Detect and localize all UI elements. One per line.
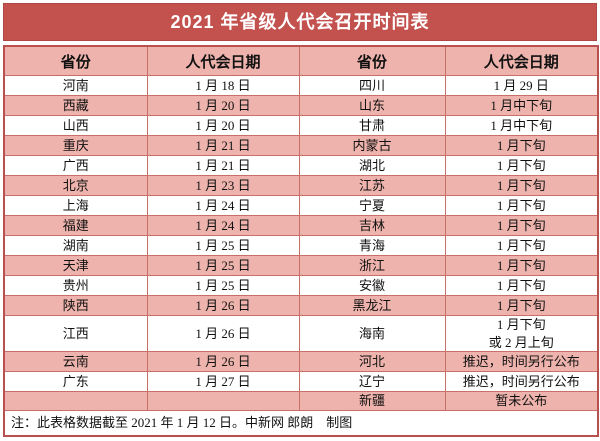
date-cell: 1 月下旬 (444, 175, 599, 196)
date-cell (146, 391, 300, 411)
date-cell: 1 月下旬 (444, 275, 599, 296)
table-footer: 注：此表格数据截至 2021 年 1 月 12 日。中新网 郎朗 制图 (3, 409, 599, 437)
province-cell: 江西 (3, 314, 148, 353)
province-cell: 广西 (3, 155, 148, 176)
footnote-row: 注：此表格数据截至 2021 年 1 月 12 日。中新网 郎朗 制图 (3, 409, 599, 437)
date-cell: 1 月 26 日 (146, 351, 300, 373)
date-cell: 推迟，时间另行公布 (444, 371, 599, 393)
province-cell: 重庆 (3, 135, 148, 156)
province-cell: 河北 (298, 351, 446, 373)
column-header-province-right: 省份 (298, 45, 446, 76)
date-cell: 1 月 18 日 (146, 75, 300, 96)
table-row: 云南 1 月 26 日河北 推迟，时间另行公布 (3, 351, 599, 373)
table-row: 重庆 1 月 21 日内蒙古 1 月下旬 (3, 135, 599, 156)
province-cell: 陕西 (3, 295, 148, 316)
table-row: 西藏 1 月 20 日山东 1 月中下旬 (3, 95, 599, 116)
province-cell: 云南 (3, 351, 148, 373)
footnote-text: 注：此表格数据截至 2021 年 1 月 12 日。中新网 郎朗 制图 (3, 409, 599, 437)
province-cell: 山东 (298, 95, 446, 116)
date-cell: 1 月 25 日 (146, 255, 300, 276)
table-row: 河南 1 月 18 日四川 1 月 29 日 (3, 75, 599, 96)
province-cell: 天津 (3, 255, 148, 276)
province-cell: 浙江 (298, 255, 446, 276)
date-cell: 1 月 29 日 (444, 75, 599, 96)
date-cell: 1 月 24 日 (146, 195, 300, 216)
date-cell: 1 月中下旬 (444, 95, 599, 116)
province-cell: 西藏 (3, 95, 148, 116)
table-row: 贵州 1 月 25 日安徽 1 月下旬 (3, 275, 599, 296)
date-cell: 1 月下旬 或 2 月上旬 (444, 314, 599, 353)
date-cell: 1 月下旬 (444, 155, 599, 176)
province-cell: 河南 (3, 75, 148, 96)
table-row: 广西 1 月 21 日湖北 1 月下旬 (3, 155, 599, 176)
date-cell: 1 月下旬 (444, 215, 599, 236)
column-header-date-right: 人代会日期 (444, 45, 599, 76)
province-cell: 海南 (298, 314, 446, 353)
province-cell: 青海 (298, 235, 446, 256)
page-title: 2021 年省级人代会召开时间表 (3, 3, 597, 41)
date-cell: 1 月下旬 (444, 195, 599, 216)
table-row: 山西 1 月 20 日甘肃 1 月中下旬 (3, 115, 599, 136)
province-cell: 宁夏 (298, 195, 446, 216)
province-cell: 辽宁 (298, 371, 446, 393)
province-cell: 四川 (298, 75, 446, 96)
table-row: 陕西 1 月 26 日黑龙江 1 月下旬 (3, 295, 599, 316)
province-cell: 上海 (3, 195, 148, 216)
province-cell: 新疆 (298, 391, 446, 411)
table-row: 北京 1 月 23 日江苏 1 月下旬 (3, 175, 599, 196)
date-cell: 1 月 25 日 (146, 235, 300, 256)
table-header: 省份 人代会日期 省份 人代会日期 (3, 45, 599, 76)
date-cell: 1 月 23 日 (146, 175, 300, 196)
date-cell: 1 月 20 日 (146, 115, 300, 136)
province-cell: 贵州 (3, 275, 148, 296)
province-cell: 福建 (3, 215, 148, 236)
date-cell: 1 月中下旬 (444, 115, 599, 136)
province-cell: 北京 (3, 175, 148, 196)
date-cell: 1 月 21 日 (146, 135, 300, 156)
province-cell: 甘肃 (298, 115, 446, 136)
date-cell: 1 月 20 日 (146, 95, 300, 116)
province-cell: 安徽 (298, 275, 446, 296)
date-cell: 1 月 26 日 (146, 295, 300, 316)
date-cell: 暂未公布 (444, 391, 599, 411)
table-row: 湖南 1 月 25 日青海 1 月下旬 (3, 235, 599, 256)
table-row: 上海 1 月 24 日宁夏 1 月下旬 (3, 195, 599, 216)
date-cell: 1 月 21 日 (146, 155, 300, 176)
date-cell: 1 月 27 日 (146, 371, 300, 393)
province-cell: 山西 (3, 115, 148, 136)
date-cell: 推迟，时间另行公布 (444, 351, 599, 373)
congress-schedule-table: 省份 人代会日期 省份 人代会日期 河南 1 月 18 日四川 1 月 29 日西藏… (3, 45, 599, 437)
date-cell: 1 月下旬 (444, 135, 599, 156)
date-cell: 1 月 24 日 (146, 215, 300, 236)
date-cell: 1 月下旬 (444, 295, 599, 316)
table-row: 新疆 暂未公布 (3, 391, 599, 411)
date-cell: 1 月 25 日 (146, 275, 300, 296)
table-row: 江西 1 月 26 日海南 1 月下旬 或 2 月上旬 (3, 314, 599, 353)
province-cell: 黑龙江 (298, 295, 446, 316)
table-row: 广东 1 月 27 日辽宁 推迟，时间另行公布 (3, 371, 599, 393)
column-header-province-left: 省份 (3, 45, 148, 76)
table-body: 河南 1 月 18 日四川 1 月 29 日西藏 1 月 20 日山东 1 月中下旬 山西… (3, 75, 599, 411)
province-cell (3, 391, 148, 411)
province-cell: 湖南 (3, 235, 148, 256)
province-cell: 湖北 (298, 155, 446, 176)
date-cell: 1 月 26 日 (146, 314, 300, 353)
province-cell: 内蒙古 (298, 135, 446, 156)
column-header-date-left: 人代会日期 (146, 45, 300, 76)
table-row: 福建 1 月 24 日吉林 1 月下旬 (3, 215, 599, 236)
date-cell: 1 月下旬 (444, 235, 599, 256)
table-row: 天津 1 月 25 日浙江 1 月下旬 (3, 255, 599, 276)
date-cell: 1 月下旬 (444, 255, 599, 276)
province-cell: 广东 (3, 371, 148, 393)
province-cell: 江苏 (298, 175, 446, 196)
province-cell: 吉林 (298, 215, 446, 236)
header-row: 省份 人代会日期 省份 人代会日期 (3, 45, 599, 76)
